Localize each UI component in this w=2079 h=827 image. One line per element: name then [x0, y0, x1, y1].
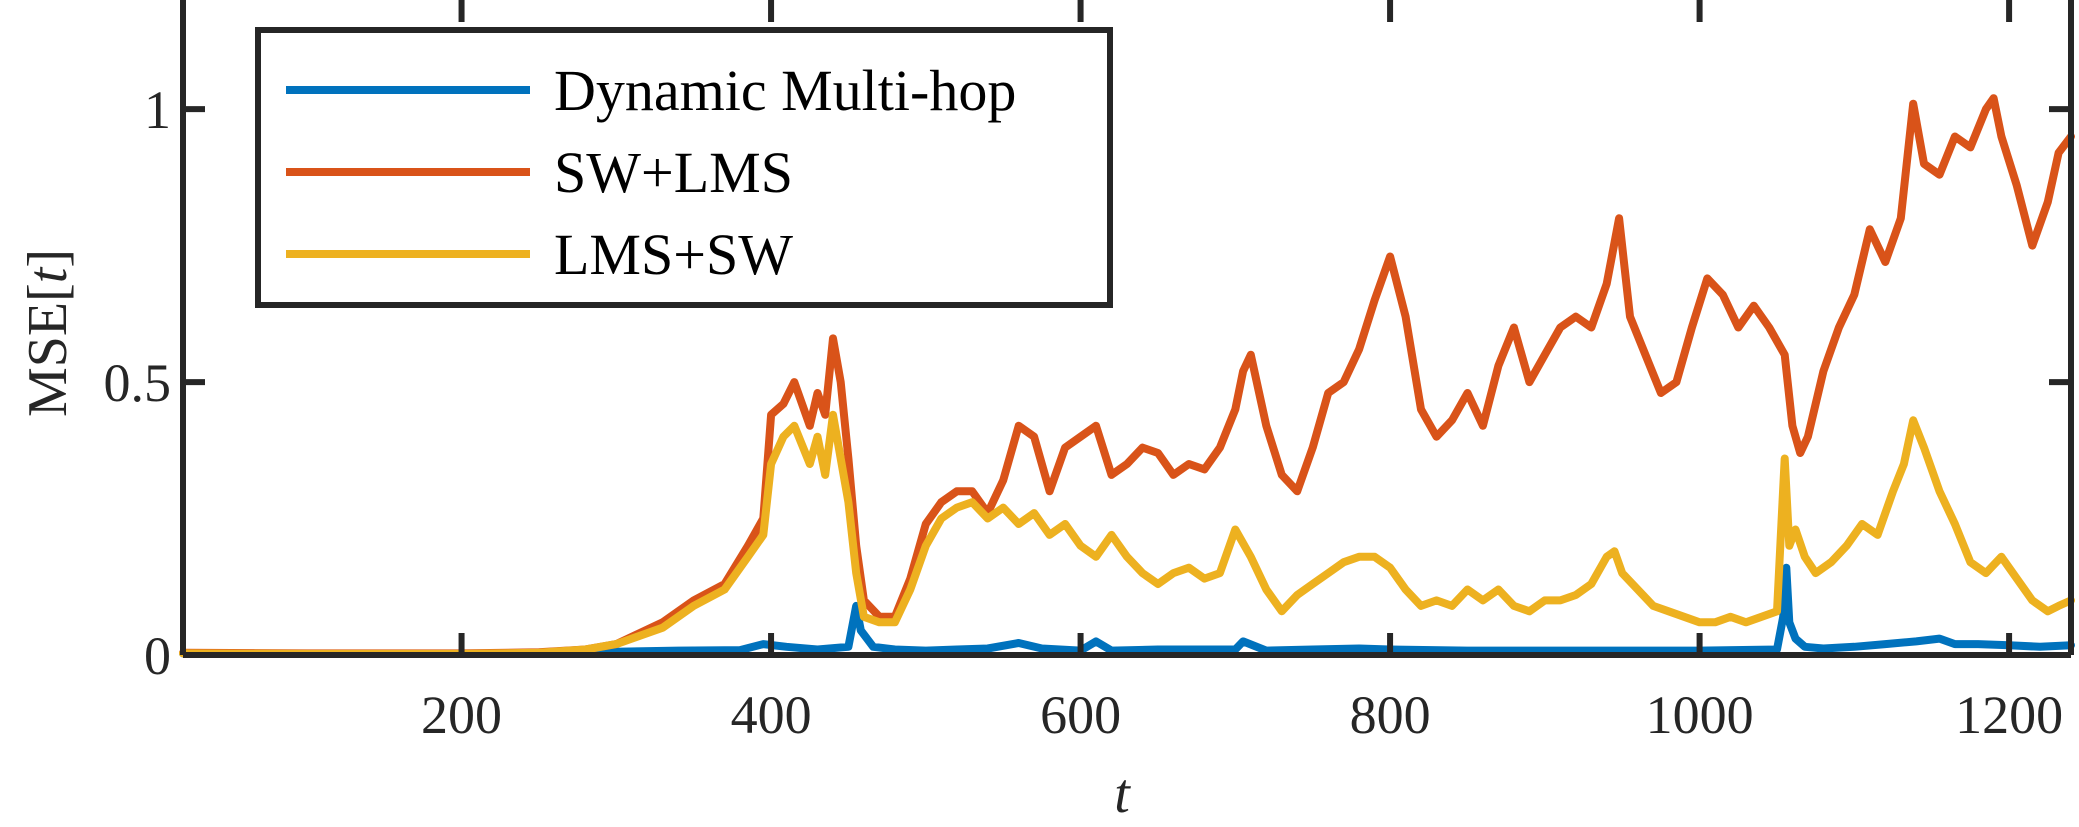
x-tick-label: 400	[731, 685, 812, 745]
x-tick-label: 600	[1040, 685, 1121, 745]
ticks-layer: 200 400 600 800 1000 1200 0 0.5 1	[104, 0, 2071, 745]
series-line-1	[179, 563, 2075, 658]
x-tick-label: 1200	[1955, 685, 2063, 745]
series-line-3	[179, 410, 2075, 658]
y-tick-label: 0	[144, 626, 171, 686]
y-axis-label-variable: t	[17, 266, 79, 283]
series-line-2	[179, 94, 2075, 658]
y-axis-label: MSE[t]	[17, 249, 79, 417]
y-axis-label-prefix: MSE[	[17, 283, 79, 417]
y-tick-label: 0.5	[104, 353, 172, 413]
legend-label-1: Dynamic Multi-hop	[554, 58, 1016, 123]
legend: Dynamic Multi-hop SW+LMS LMS+SW	[255, 27, 1113, 308]
legend-box	[255, 27, 1113, 308]
y-axis-label-suffix: ]	[17, 249, 79, 268]
series-layer	[179, 94, 2075, 658]
x-tick-label: 1000	[1646, 685, 1754, 745]
legend-label-2: SW+LMS	[554, 140, 793, 205]
x-tick-label: 800	[1350, 685, 1431, 745]
x-axis-label: t	[1114, 763, 1131, 825]
x-tick-label: 200	[421, 685, 502, 745]
legend-label-3: LMS+SW	[554, 222, 793, 287]
y-tick-label: 1	[144, 80, 171, 140]
